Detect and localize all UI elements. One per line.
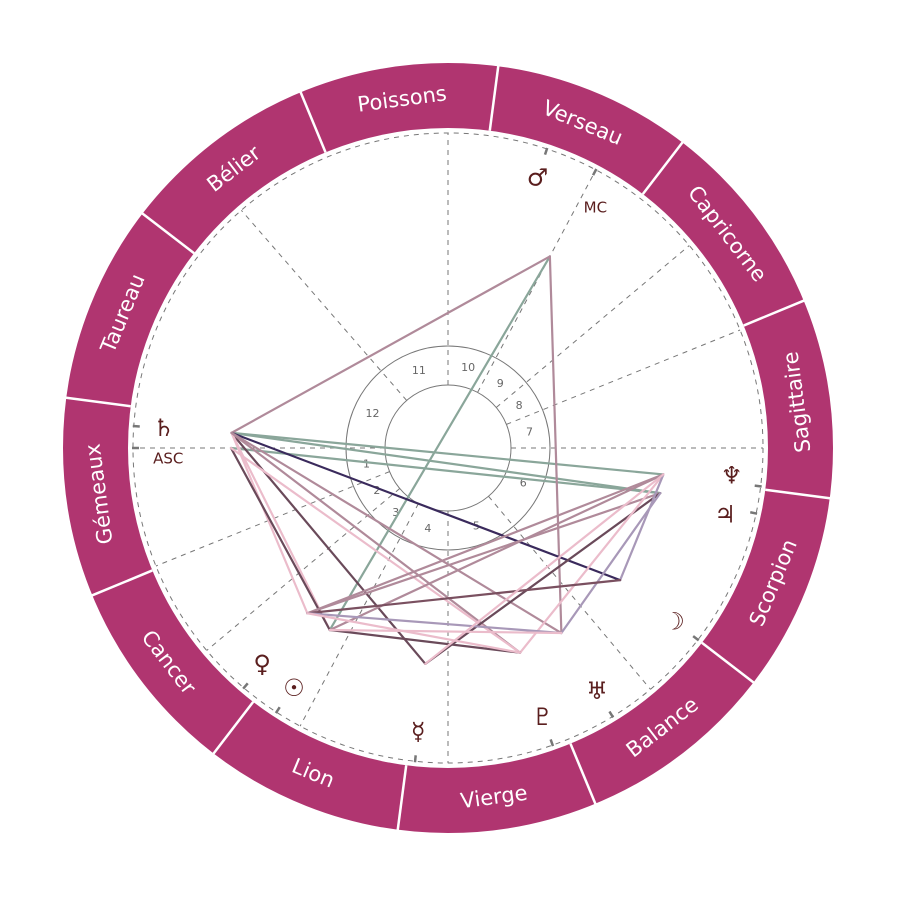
house-number-1: 1	[363, 457, 370, 470]
aspect-line-saturn-venus	[230, 431, 309, 615]
aspect-line-sun-mc	[328, 255, 551, 632]
zodiac-band	[63, 63, 833, 833]
saturn-icon: ♄︎	[153, 414, 175, 442]
planet-glyphs: ♂︎ ♄︎ ♆︎ ♃︎ ☽︎ ♅︎ ♇︎ ☿︎ ☉︎ ♀︎	[132, 147, 762, 763]
aspect-line-saturn-moon	[230, 431, 622, 582]
sign-divider	[396, 765, 408, 831]
house-cusp-line	[240, 209, 408, 401]
pluto-icon: ♇︎	[532, 703, 554, 731]
sign-divider	[765, 488, 831, 500]
pluto-tick	[549, 739, 555, 747]
house-number-wheel: 123456789101112	[345, 345, 551, 551]
house-number-12: 12	[365, 407, 379, 420]
venus-icon: ♀︎	[253, 650, 271, 678]
sign-divider	[141, 212, 195, 255]
aspect-line-jupiter-mercury	[424, 492, 662, 665]
house-cusp-line	[495, 245, 690, 408]
jupiter-icon: ♃︎	[714, 501, 736, 529]
moon-icon: ☽︎	[663, 607, 685, 635]
house-cusp-line	[488, 495, 651, 690]
aspect-line-jupiter-venus	[306, 492, 662, 615]
aspect-line-saturn-jupiter	[230, 431, 662, 495]
sign-divider	[212, 701, 255, 755]
sign-divider	[701, 641, 755, 684]
house-number-9: 9	[497, 377, 504, 390]
aspect-line-uranus-venus	[306, 612, 563, 635]
angle-labels: ASC MC	[153, 199, 607, 468]
sign-divider	[90, 569, 153, 597]
aspect-line-asc-pluto	[229, 446, 522, 654]
asc-label: ASC	[153, 450, 183, 468]
house-cusp-line	[477, 169, 597, 393]
inner-dashed-circle	[132, 132, 764, 764]
aspect-line-saturn-sun	[230, 431, 331, 632]
house-cusp-line	[506, 329, 741, 425]
jupiter-tick	[749, 511, 758, 515]
house-inner-circle	[384, 384, 512, 512]
house-cusp-lines	[133, 133, 763, 763]
aspect-line-mc-uranus	[548, 255, 563, 635]
aspect-line-asc-sun	[229, 446, 331, 632]
aspect-line-sun-pluto	[328, 628, 522, 654]
house-cusp-line	[155, 471, 390, 567]
house-number-8: 8	[516, 399, 523, 412]
aspect-line-moon-venus	[306, 579, 622, 615]
aspect-lines	[229, 255, 665, 665]
house-number-11: 11	[412, 364, 426, 377]
aspect-line-moon-neptune	[619, 473, 665, 582]
house-number-10: 10	[461, 361, 475, 374]
neptune-tick	[754, 484, 762, 488]
sign-divider	[743, 299, 806, 327]
aspect-line-saturn-pluto	[230, 431, 522, 654]
sun-tick	[274, 706, 281, 714]
venus-tick	[242, 682, 249, 690]
house-cusp-line	[206, 488, 401, 651]
sign-divider	[569, 743, 597, 806]
mercury-tick	[413, 755, 417, 763]
house-cusp-line	[299, 503, 419, 727]
uranus-tick	[608, 710, 615, 719]
sign-divider	[641, 141, 684, 195]
neptune-icon: ♆︎	[721, 461, 743, 489]
aspect-line-venus-pluto	[306, 612, 522, 654]
aspect-line-neptune-pluto	[518, 473, 665, 654]
mercury-icon: ☿︎	[411, 717, 426, 745]
house-number-7: 7	[526, 426, 533, 439]
sign-divider	[488, 65, 500, 131]
house-outer-circle	[345, 345, 551, 551]
sun-icon: ☉︎	[283, 674, 305, 702]
sign-divider	[299, 90, 327, 153]
moon-tick	[692, 635, 700, 642]
uranus-icon: ♅︎	[586, 677, 608, 705]
mars-icon: ♂︎	[527, 163, 549, 191]
aspect-line-neptune-venus	[306, 473, 665, 615]
aspect-line-jupiter-uranus	[560, 492, 662, 635]
sign-divider	[65, 396, 131, 408]
aspect-line-saturn-neptune	[230, 431, 665, 476]
house-number-6: 6	[520, 477, 527, 490]
aspect-line-saturn-mc	[230, 255, 551, 434]
mc-label: MC	[584, 199, 607, 217]
house-number-3: 3	[392, 506, 399, 519]
mars-tick	[543, 147, 549, 156]
house-number-4: 4	[424, 522, 431, 535]
house-number-2: 2	[373, 484, 380, 497]
mc-tick	[591, 168, 598, 176]
aspect-line-asc-jupiter	[229, 446, 662, 495]
zodiac-ring: BélierTaureauGémeauxCancerLionViergeBala…	[63, 63, 833, 833]
aspect-line-sun-uranus	[328, 628, 563, 635]
